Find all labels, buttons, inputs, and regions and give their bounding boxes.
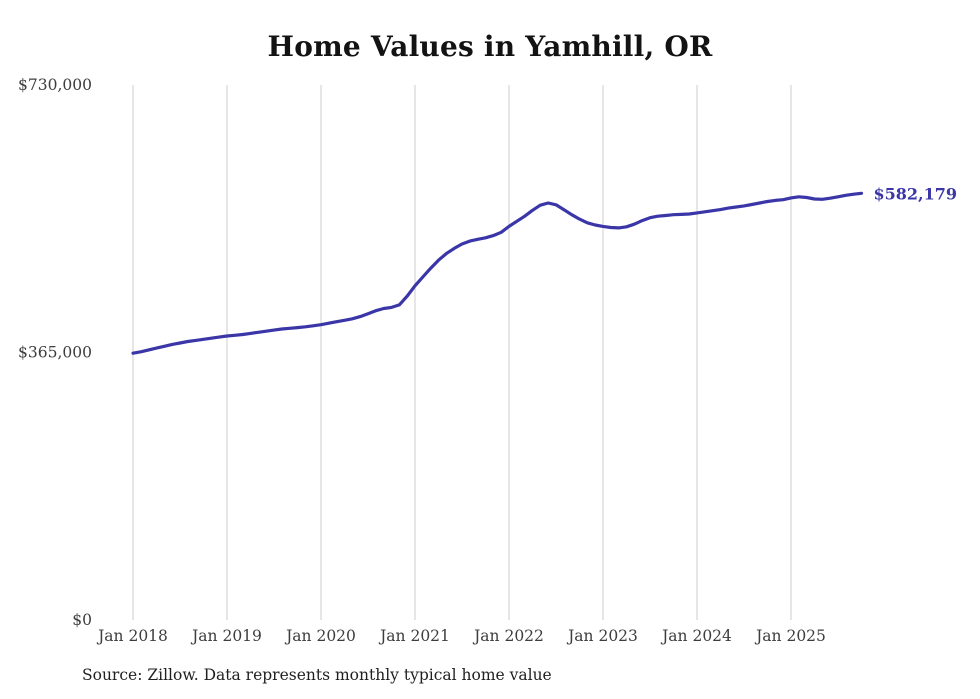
end-value-label: $582,179	[874, 184, 958, 203]
x-tick-label: Jan 2021	[378, 627, 450, 645]
y-tick-label: $730,000	[18, 76, 92, 94]
x-tick-label: Jan 2019	[190, 627, 262, 645]
y-tick-label: $365,000	[18, 344, 92, 362]
y-tick-label: $0	[72, 611, 92, 629]
chart-title: Home Values in Yamhill, OR	[267, 30, 713, 63]
source-note: Source: Zillow. Data represents monthly …	[82, 666, 552, 684]
x-tick-label: Jan 2022	[472, 627, 544, 645]
value-line	[131, 191, 864, 355]
x-tick-label: Jan 2025	[754, 627, 826, 645]
x-tick-label: Jan 2020	[284, 627, 356, 645]
x-tick-label: Jan 2024	[660, 627, 732, 645]
x-tick-label: Jan 2018	[96, 627, 168, 645]
x-tick-label: Jan 2023	[566, 627, 638, 645]
